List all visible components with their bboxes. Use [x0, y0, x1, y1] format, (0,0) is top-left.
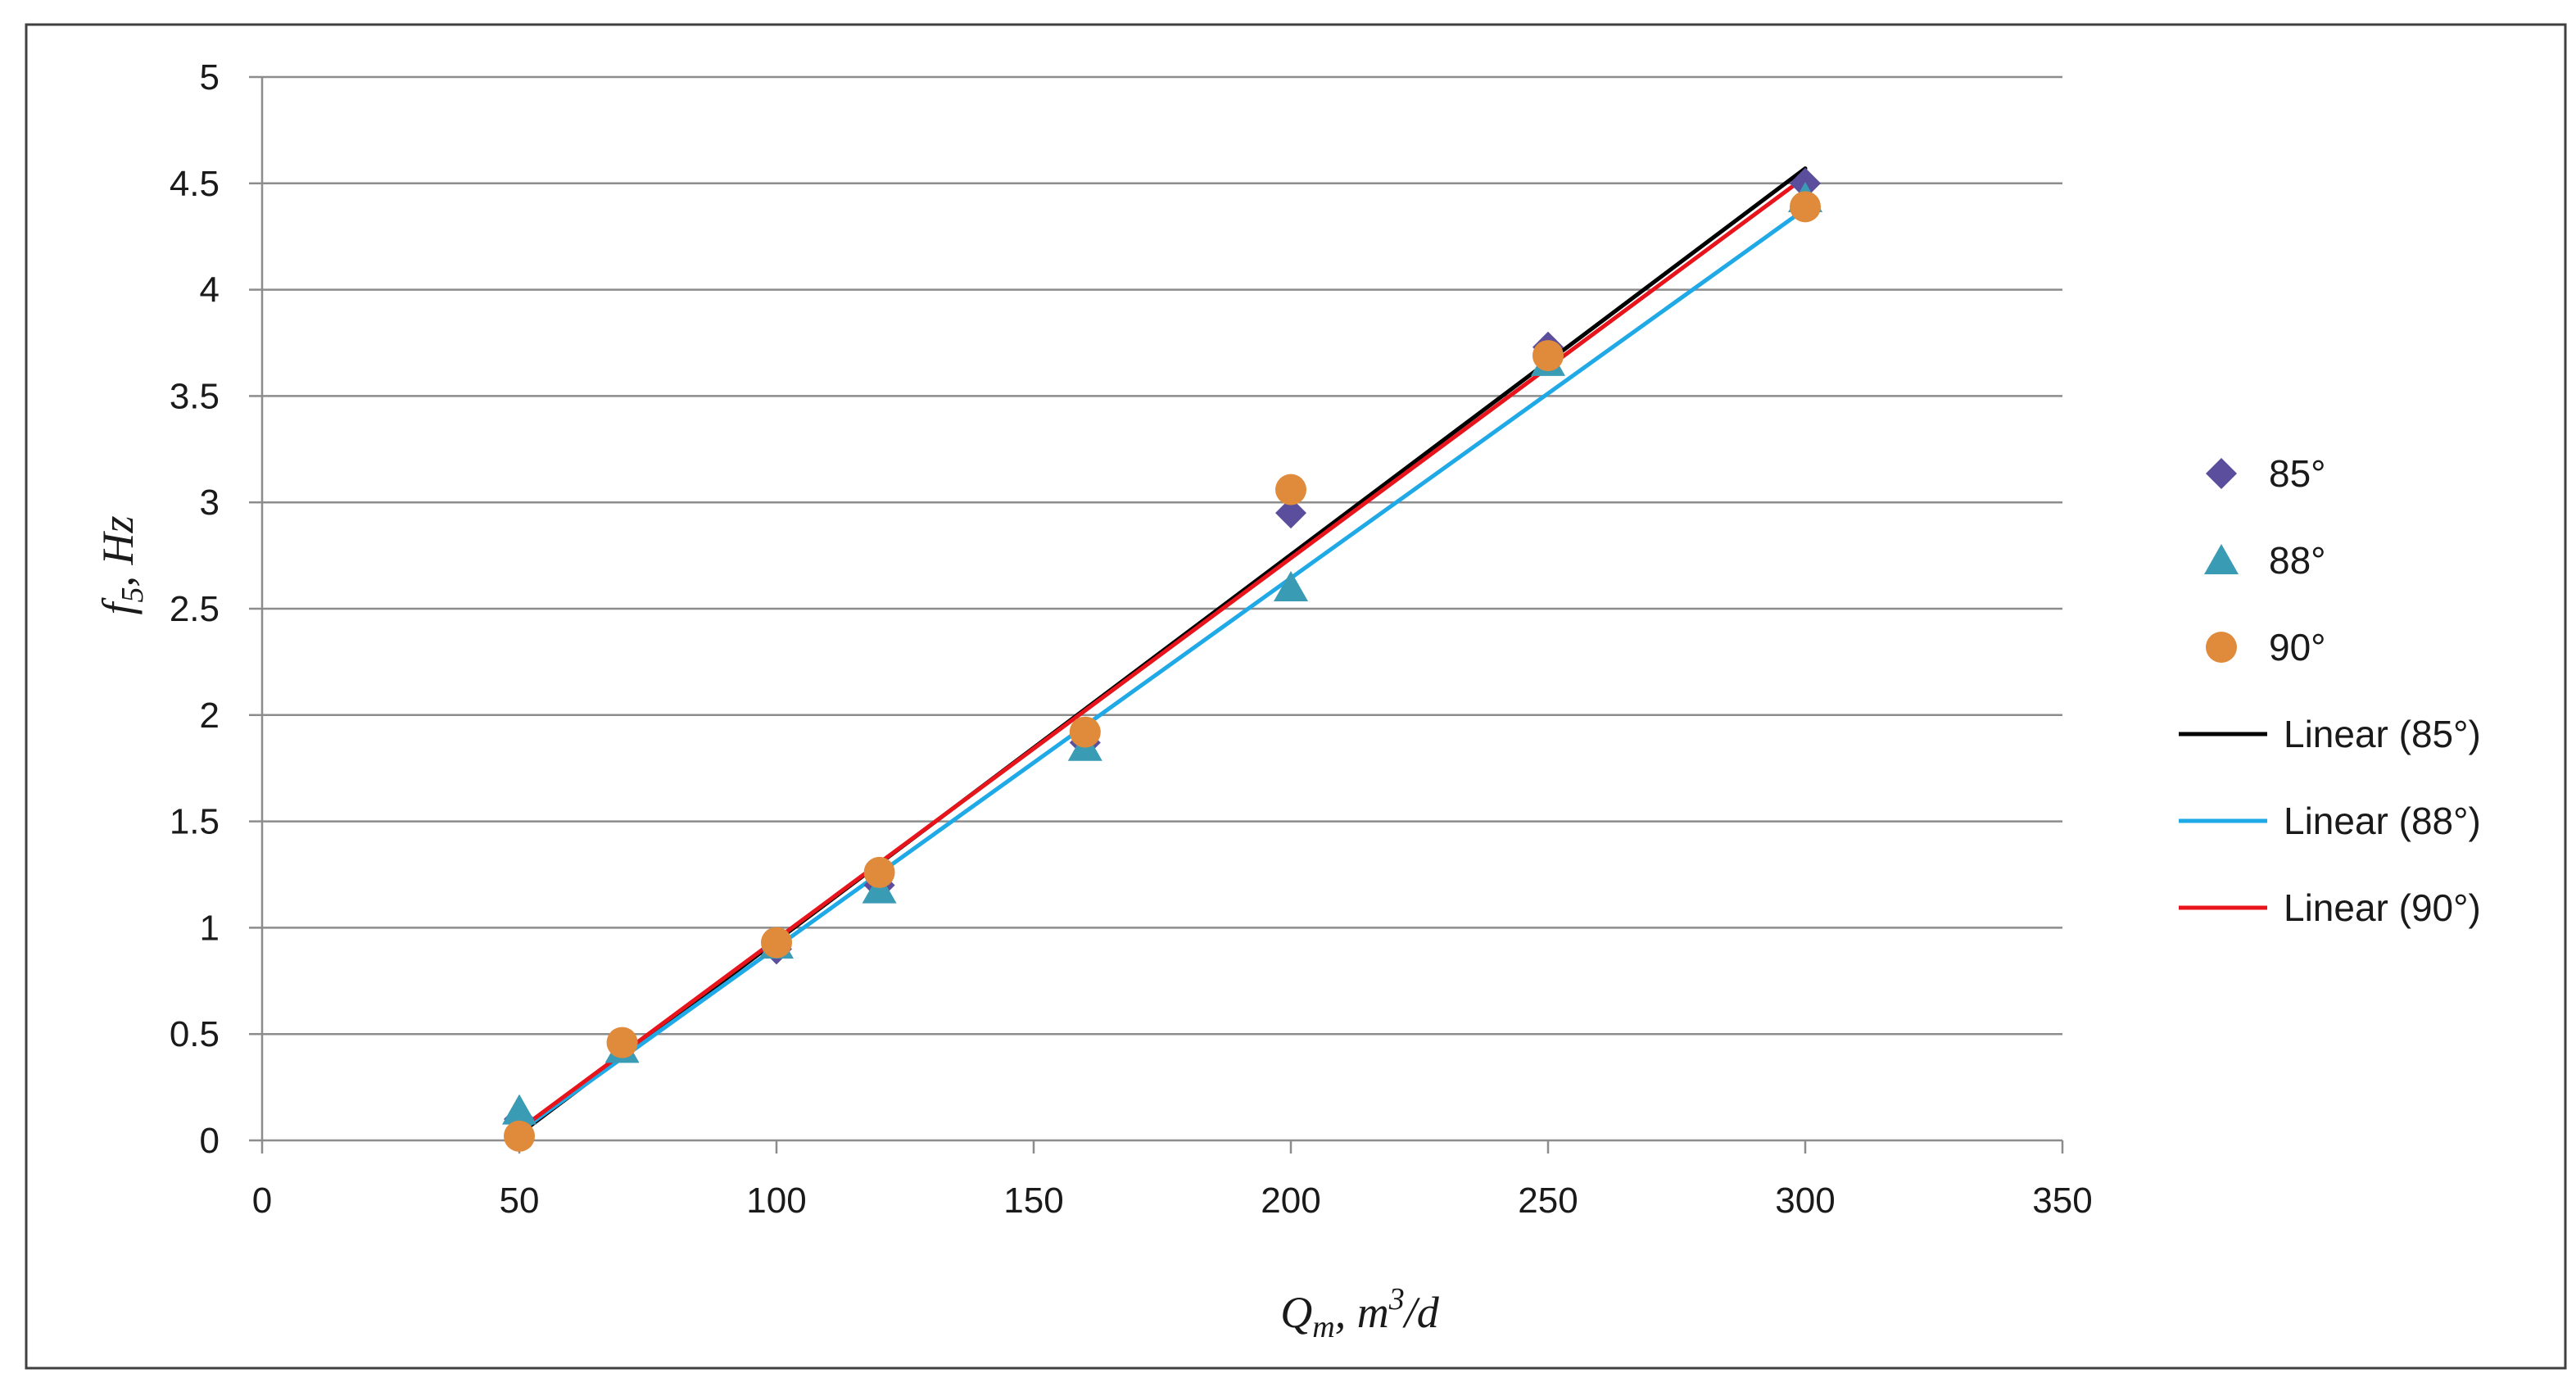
trendline-linear90	[517, 174, 1808, 1132]
legend-symbol-88	[2204, 544, 2239, 574]
x-tick-label: 300	[1775, 1181, 1835, 1221]
svg-text:Qm, m3/d: Qm, m3/d	[1280, 1282, 1439, 1344]
chart-frame	[25, 23, 2567, 1370]
data-point-90	[863, 856, 895, 888]
legend-label-linear85: Linear (85°)	[2284, 713, 2481, 755]
x-tick-label: 250	[1518, 1181, 1578, 1221]
data-point-85	[1275, 497, 1306, 529]
y-tick-label: 2.5	[170, 589, 220, 629]
legend-label-linear90: Linear (90°)	[2284, 886, 2481, 929]
y-tick-label: 1.5	[170, 802, 220, 842]
x-tick-label: 50	[500, 1181, 540, 1221]
data-point-90	[1275, 474, 1306, 505]
trendline-linear88	[517, 206, 1808, 1135]
y-tick-label: 4	[200, 270, 220, 310]
data-point-90	[606, 1027, 638, 1058]
legend: 85° 88° 90° Linear (85°) Linear (88°) Linear …	[2179, 452, 2481, 929]
data-point-90	[761, 927, 792, 959]
data-point-90	[1532, 340, 1564, 372]
legend-label-85: 85°	[2269, 452, 2326, 495]
data-point-88	[862, 872, 897, 904]
legend-label-90: 90°	[2269, 626, 2326, 669]
x-tick-label: 0	[252, 1181, 272, 1221]
x-axis-title: Qm, m3/d	[1280, 1282, 1439, 1344]
legend-symbol-85	[2206, 458, 2237, 489]
y-tick-label: 3.5	[170, 376, 220, 416]
trendlines	[517, 166, 1808, 1136]
y-tick-label: 1	[200, 908, 220, 948]
y-tick-label: 0	[200, 1121, 220, 1161]
y-tick-label: 5	[200, 57, 220, 97]
data-point-88	[502, 1094, 536, 1125]
x-tick-label: 150	[1003, 1181, 1063, 1221]
y-tick-label: 3	[200, 483, 220, 523]
data-point-90	[1790, 191, 1821, 223]
x-tick-label: 350	[2032, 1181, 2092, 1221]
tick-labels: 00.511.522.533.544.550 50 100 150 200 250 300 3…	[170, 57, 2093, 1221]
data-point-90	[1069, 716, 1101, 748]
x-tick-label: 200	[1261, 1181, 1320, 1221]
y-axis-subscript: 5	[115, 587, 150, 603]
y-tick-label: 4.5	[170, 164, 220, 204]
data-markers	[502, 167, 1822, 1152]
legend-label-linear88: Linear (88°)	[2284, 800, 2481, 842]
data-point-88	[1274, 571, 1308, 602]
legend-symbol-90	[2206, 632, 2237, 663]
y-tick-label: 2	[200, 696, 220, 736]
legend-label-88: 88°	[2269, 539, 2326, 582]
data-point-90	[504, 1120, 535, 1152]
x-tick-label: 100	[746, 1181, 806, 1221]
gridlines	[262, 75, 2062, 1036]
y-tick-label: 0.5	[170, 1014, 220, 1054]
